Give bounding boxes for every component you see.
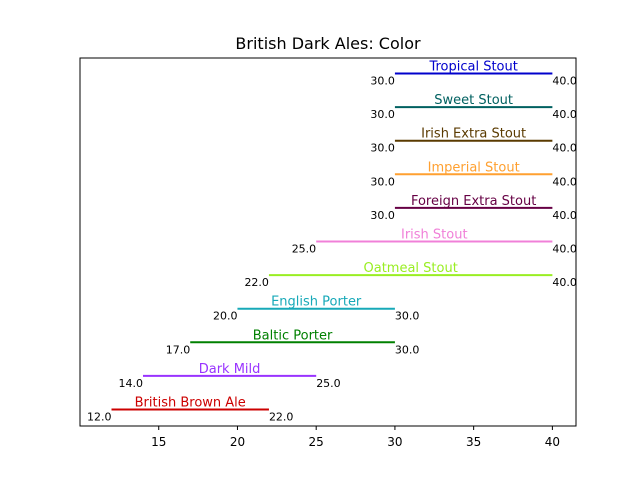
range-high-label: 25.0	[316, 377, 341, 390]
range-high-label: 40.0	[552, 276, 577, 289]
range-name-label: Dark Mild	[199, 362, 261, 377]
range-high-label: 40.0	[552, 142, 577, 155]
range-name-label: Irish Stout	[401, 228, 468, 243]
range-name-label: Imperial Stout	[428, 160, 520, 175]
range-low-label: 30.0	[370, 108, 395, 121]
range-name-label: British Brown Ale	[135, 396, 246, 411]
range-low-label: 30.0	[370, 175, 395, 188]
range-high-label: 40.0	[552, 243, 577, 256]
range-low-label: 14.0	[118, 377, 143, 390]
range-high-label: 22.0	[269, 411, 294, 424]
chart-title: British Dark Ales: Color	[235, 34, 421, 53]
range-low-label: 22.0	[244, 276, 269, 289]
x-tick-label: 15	[151, 435, 166, 449]
range-high-label: 40.0	[552, 108, 577, 121]
range-name-label: English Porter	[271, 295, 362, 310]
range-name-label: Foreign Extra Stout	[411, 194, 536, 209]
range-high-label: 40.0	[552, 75, 577, 88]
range-name-label: Sweet Stout	[434, 93, 513, 108]
range-high-label: 30.0	[395, 310, 420, 323]
x-tick-label: 30	[387, 435, 402, 449]
x-axis: 15 20 25 30 35 40	[151, 426, 560, 449]
x-tick-label: 20	[230, 435, 245, 449]
range-series: British Brown Ale 12.0 22.0 Dark Mild 14.0 25…	[87, 60, 577, 424]
range-high-label: 40.0	[552, 175, 577, 188]
range-name-label: Baltic Porter	[253, 328, 333, 343]
x-tick-label: 35	[466, 435, 481, 449]
range-high-label: 30.0	[395, 343, 420, 356]
range-name-label: Irish Extra Stout	[421, 127, 526, 142]
range-low-label: 17.0	[166, 343, 191, 356]
range-low-label: 12.0	[87, 411, 112, 424]
range-low-label: 20.0	[213, 310, 238, 323]
range-high-label: 40.0	[552, 209, 577, 222]
range-low-label: 25.0	[292, 243, 317, 256]
range-name-label: Oatmeal Stout	[364, 261, 458, 276]
x-tick-label: 25	[309, 435, 324, 449]
plot-frame	[79, 57, 577, 427]
x-tick-label: 40	[545, 435, 560, 449]
range-name-label: Tropical Stout	[428, 60, 517, 75]
range-low-label: 30.0	[370, 142, 395, 155]
range-low-label: 30.0	[370, 75, 395, 88]
range-low-label: 30.0	[370, 209, 395, 222]
